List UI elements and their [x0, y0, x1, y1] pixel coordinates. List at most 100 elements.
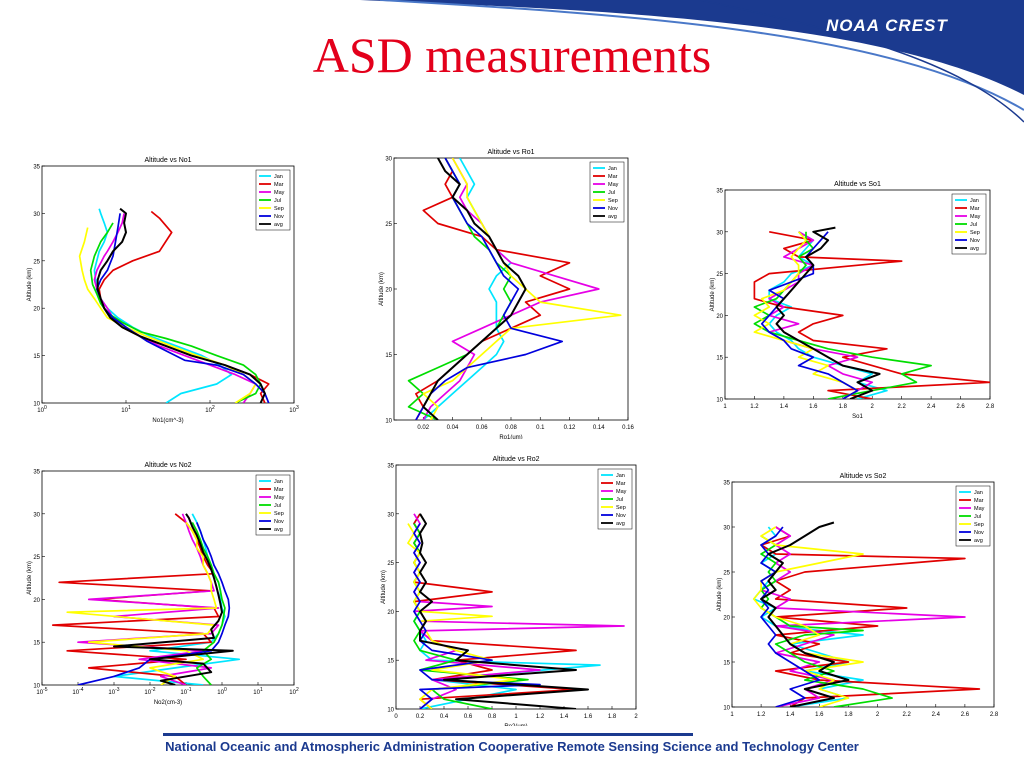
chart-no2: Altitude vs No2 10 15 20 25 30 35 10-5 10-4 10-3 1… — [26, 457, 316, 712]
series-line-nov — [760, 526, 821, 707]
series-group — [407, 513, 625, 709]
x-tick-label: 1.8 — [844, 712, 853, 718]
plot-area — [41, 165, 295, 404]
legend-label-jul: Jul — [274, 198, 281, 204]
header-swoosh — [360, 0, 1024, 123]
legend-label-may: May — [970, 214, 981, 220]
x-tick-label: 2.8 — [990, 712, 999, 718]
legend-label-mar: Mar — [974, 498, 984, 504]
x-axis-label: So1 — [852, 414, 863, 420]
legend-label-avg: avg — [274, 222, 283, 228]
legend: Jan Mar May Jul Sep Nov avg — [255, 474, 291, 536]
x-tick-label: 2.2 — [897, 404, 906, 410]
series-line-avg — [113, 513, 234, 685]
y-tick-label: 15 — [723, 661, 730, 667]
x-axis-label: No1(cm^-3) — [152, 418, 183, 424]
plot-area — [724, 189, 991, 400]
x-tick-label: 0.2 — [416, 714, 425, 720]
x-tick-label: 2 — [876, 712, 880, 718]
y-tick-label: 25 — [385, 222, 392, 228]
legend-label-mar: Mar — [274, 487, 284, 493]
legend-label-mar: Mar — [970, 206, 980, 212]
x-tick-label: 2.6 — [961, 712, 970, 718]
swoosh-highlight — [379, 0, 1024, 111]
y-tick-label: 20 — [716, 314, 723, 320]
y-tick-label: 20 — [385, 288, 392, 294]
legend-label-jan: Jan — [616, 473, 625, 479]
legend-label-sep: Sep — [608, 198, 618, 204]
legend-label-sep: Sep — [970, 230, 980, 236]
footer-text: National Oceanic and Atmospheric Adminis… — [165, 739, 859, 754]
chart-so2: Altitude vs So2 10 15 20 25 30 35 1 1.2 1.4 1.6 1.8… — [708, 466, 1008, 721]
legend-label-may: May — [274, 495, 285, 501]
series-line-sep — [752, 526, 864, 707]
chart-title: Altitude vs No1 — [144, 157, 191, 164]
x-tick-label: 103 — [289, 405, 299, 414]
y-tick-label: 30 — [385, 157, 392, 163]
x-tick-label: 1.2 — [757, 712, 766, 718]
x-tick-label: 102 — [289, 687, 299, 696]
legend: Jan Mar May Jul Sep Nov avg — [951, 193, 987, 255]
legend-label-jul: Jul — [608, 190, 615, 196]
chart-no1-svg: Altitude vs No1 10 15 20 25 30 35 100 101 102 103 N… — [27, 157, 299, 424]
chart-title: Altitude vs Ro1 — [487, 149, 534, 156]
y-tick-label: 20 — [387, 610, 394, 616]
y-axis-label: Altitude (km) — [381, 570, 387, 604]
y-axis-label: Altitude (km) — [717, 578, 723, 612]
legend-label-avg: avg — [974, 538, 983, 544]
x-tick-label: 0.08 — [505, 425, 517, 431]
plot-area — [731, 481, 995, 708]
x-tick-label: 1.6 — [809, 404, 818, 410]
chart-so1-svg: Altitude vs So1 10 15 20 25 30 35 1 1.2 1.4 1.6 1.8… — [710, 181, 995, 420]
legend-label-jan: Jan — [974, 490, 983, 496]
x-tick-label: 1.2 — [750, 404, 759, 410]
legend-label-sep: Sep — [974, 522, 984, 528]
x-tick-label: 1.6 — [584, 714, 593, 720]
chart-no1: Altitude vs No1 10 15 20 25 30 35 100 101 102 103 N… — [26, 152, 316, 432]
x-tick-label: 100 — [217, 687, 227, 696]
y-tick-label: 25 — [33, 555, 40, 561]
x-tick-label: 1.6 — [815, 712, 824, 718]
series-line-jul — [89, 222, 262, 403]
series-line-nov — [415, 158, 564, 420]
y-tick-label: 15 — [33, 641, 40, 647]
footer-rule — [163, 733, 693, 736]
y-tick-label: 20 — [723, 616, 730, 622]
chart-ro1-svg: Altitude vs Ro1 10 15 20 25 30 0.02 0.04 0.06 0.0… — [379, 149, 634, 439]
legend-label-avg: avg — [970, 246, 979, 252]
x-tick-label: 0.04 — [447, 425, 459, 431]
legend-label-nov: Nov — [974, 530, 984, 536]
y-tick-label: 15 — [716, 356, 723, 362]
swoosh-line — [699, 0, 1024, 123]
x-tick-label: 0.02 — [417, 425, 429, 431]
legend-label-avg: avg — [616, 521, 625, 527]
series-group — [51, 513, 241, 685]
y-tick-label: 25 — [723, 571, 730, 577]
y-tick-label: 35 — [723, 481, 730, 487]
x-tick-label: 10-1 — [180, 687, 191, 696]
chart-title: Altitude vs Ro2 — [492, 456, 539, 463]
legend-label-jan: Jan — [274, 174, 283, 180]
legend-label-jan: Jan — [608, 166, 617, 172]
y-axis-label: Altitude (km) — [710, 278, 716, 312]
y-tick-label: 35 — [716, 189, 723, 195]
x-tick-label: 101 — [253, 687, 263, 696]
slide-title: ASD measurements — [312, 27, 712, 83]
legend-label-may: May — [608, 182, 619, 188]
x-tick-label: 0.14 — [593, 425, 605, 431]
x-tick-label: 0.6 — [464, 714, 473, 720]
x-tick-label: 1.4 — [786, 712, 795, 718]
legend-label-nov: Nov — [274, 519, 284, 525]
x-axis-label: Ro1(um) — [499, 435, 522, 439]
legend-label-may: May — [616, 489, 627, 495]
x-tick-label: 2 — [871, 404, 875, 410]
y-tick-label: 20 — [33, 598, 40, 604]
legend-label-mar: Mar — [616, 481, 626, 487]
y-tick-label: 10 — [33, 402, 40, 408]
legend: Jan Mar May Jul Sep Nov avg — [255, 169, 291, 231]
legend-label-jul: Jul — [970, 222, 977, 228]
series-line-avg — [419, 513, 589, 709]
x-tick-label: 2.2 — [902, 712, 911, 718]
y-tick-label: 30 — [387, 512, 394, 518]
y-tick-label: 25 — [716, 272, 723, 278]
